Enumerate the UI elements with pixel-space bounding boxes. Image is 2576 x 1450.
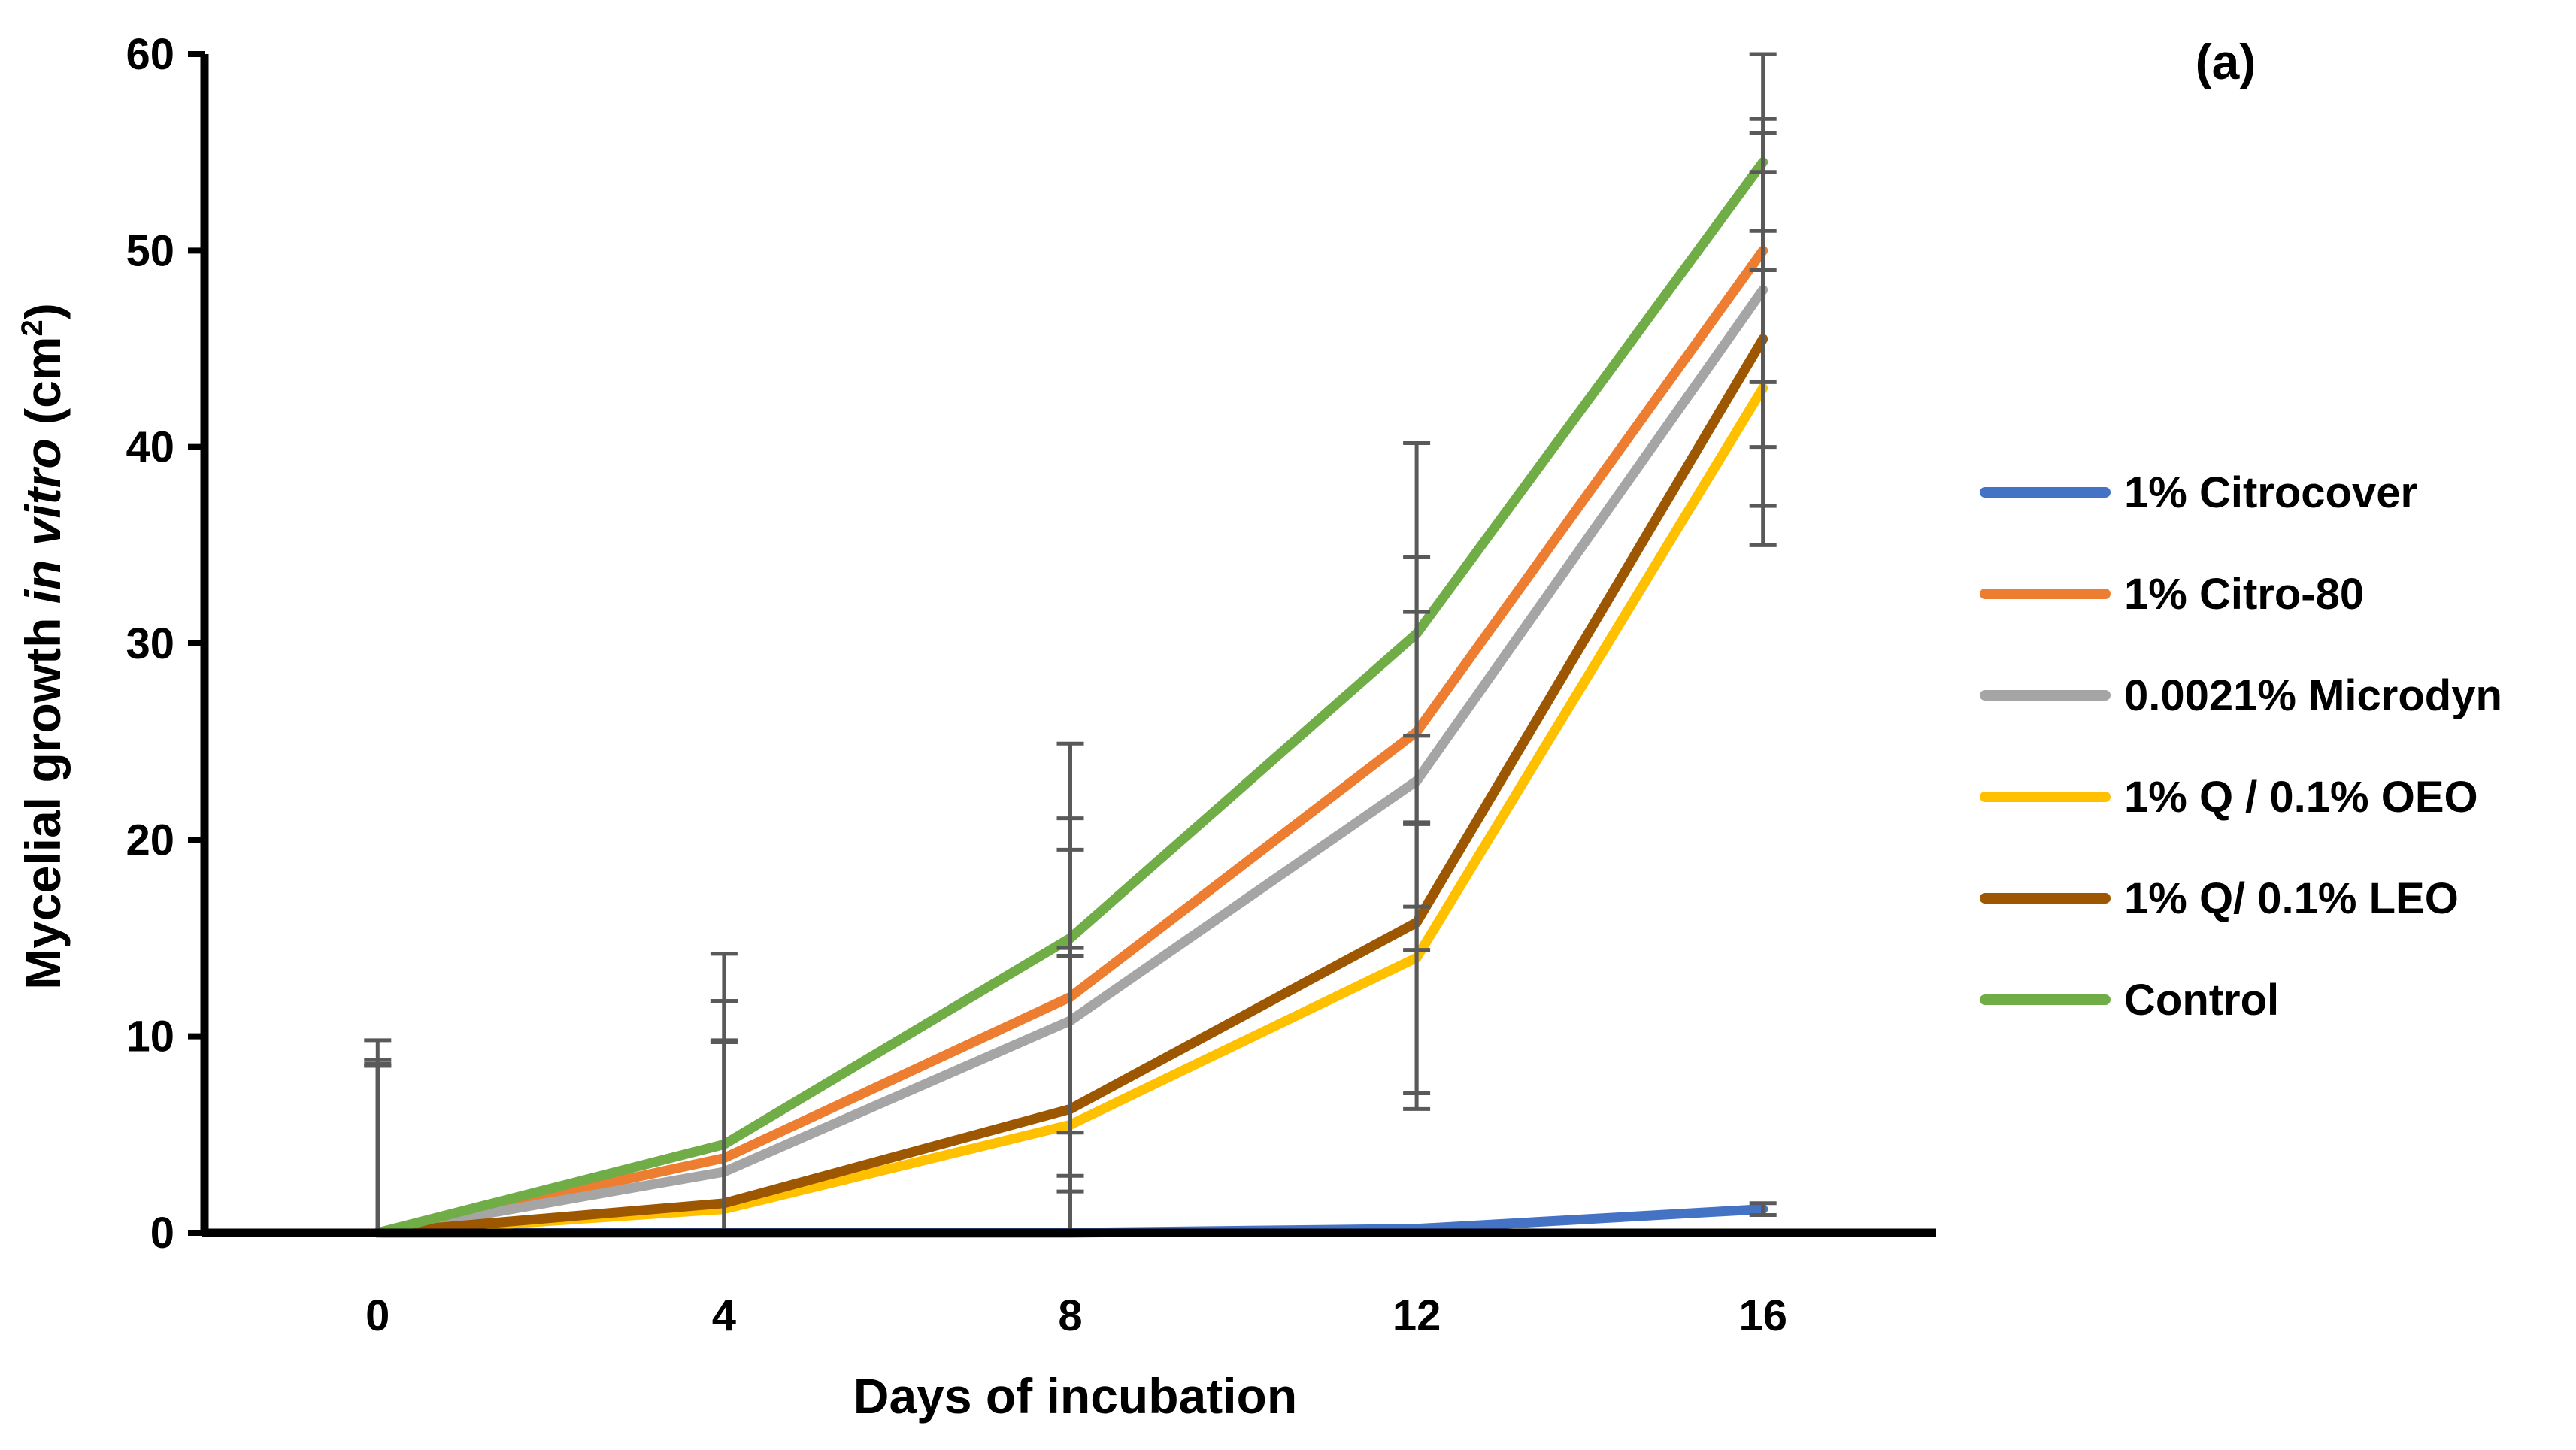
- x-tick-label-12: 12: [1393, 1291, 1441, 1340]
- x-tick-label-8: 8: [1058, 1291, 1082, 1340]
- y-tick-label-30: 30: [126, 619, 174, 668]
- y-tick-label-60: 60: [126, 30, 174, 79]
- legend-label: 1% Citro-80: [2124, 570, 2364, 619]
- y-axis-title: Mycelial growth in vitro (cm2): [15, 303, 71, 989]
- axis-layer: [188, 51, 1936, 1237]
- legend-label: 1% Q/ 0.1% LEO: [2124, 874, 2459, 923]
- y-axis-title-unit-close: ): [15, 303, 71, 319]
- y-axis-title-italic: in vitro: [15, 438, 71, 604]
- legend-item-1: 1% Citro-80: [1980, 570, 2364, 619]
- x-tick-label-16: 16: [1738, 1291, 1787, 1340]
- y-tick-label-10: 10: [126, 1013, 174, 1061]
- y-axis-title-superscript: 2: [16, 319, 49, 336]
- legend-item-5: Control: [1980, 976, 2279, 1025]
- panel-label: (a): [2196, 34, 2256, 89]
- error-bar-0-4: [1749, 1201, 1777, 1217]
- y-tick-label-20: 20: [126, 816, 174, 864]
- legend: 1% Citrocover 1% Citro-80 0.0021% Microdyn…: [1980, 468, 2502, 1025]
- x-tick-label-4: 4: [712, 1291, 736, 1340]
- tick-label-layer: 0 10 20 30 40 50 60 0 4 8 12 16: [126, 30, 1787, 1340]
- y-tick-label-40: 40: [126, 423, 174, 472]
- legend-label: 1% Q / 0.1% OEO: [2124, 773, 2478, 822]
- legend-item-4: 1% Q/ 0.1% LEO: [1980, 874, 2459, 923]
- x-axis-title: Days of incubation: [853, 1368, 1297, 1424]
- y-axis-title-prefix: Mycelial growth: [15, 604, 71, 989]
- legend-label: 0.0021% Microdyn: [2124, 671, 2502, 720]
- y-tick-label-50: 50: [126, 226, 174, 275]
- y-axis-title-unit-open: (cm: [15, 337, 71, 439]
- legend-label: 1% Citrocover: [2124, 468, 2417, 517]
- x-tick-label-0: 0: [365, 1291, 389, 1340]
- error-bar-5-1: [710, 952, 738, 1233]
- errorbar-layer: [364, 52, 1777, 1233]
- error-bar-5-4: [1749, 52, 1777, 272]
- error-bar-5-2: [1056, 741, 1084, 1135]
- legend-item-0: 1% Citrocover: [1980, 468, 2417, 517]
- y-tick-label-0: 0: [150, 1209, 174, 1258]
- legend-item-2: 0.0021% Microdyn: [1980, 671, 2502, 720]
- legend-label: Control: [2124, 976, 2279, 1025]
- error-bar-5-3: [1403, 440, 1431, 826]
- legend-item-3: 1% Q / 0.1% OEO: [1980, 773, 2478, 822]
- error-bar-5-0: [364, 1038, 392, 1233]
